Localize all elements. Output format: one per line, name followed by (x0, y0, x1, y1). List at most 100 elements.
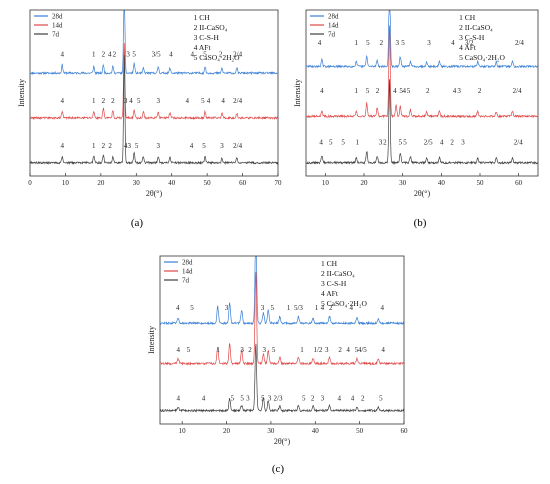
x-tick-label: 30 (133, 179, 141, 187)
legend-label-14d: 14d (328, 22, 339, 30)
phase-legend-item: 4 AFt (321, 289, 339, 298)
x-tick-label: 40 (312, 427, 320, 435)
phase-legend-item: 2 II-CaSO₄ (194, 23, 228, 32)
x-tick-label: 30 (399, 179, 407, 187)
peak-label: 2 (248, 346, 252, 354)
phase-legend-item: 1 CH (194, 13, 211, 22)
peak-label: 2 (380, 39, 384, 47)
plot-frame (29, 9, 279, 177)
phase-legend-item: 4 AFt (194, 43, 212, 52)
peak-label: 5 (240, 394, 244, 402)
peak-label: 2 (102, 97, 106, 105)
peak-label: 2 (338, 346, 342, 354)
phase-legend-item: 4 AFt (459, 43, 477, 52)
peak-label: 4 (191, 50, 195, 58)
x-tick-label: 40 (438, 179, 446, 187)
peak-label: 5 (407, 87, 411, 95)
x-tick-label: 30 (267, 427, 275, 435)
peak-label: 2 (311, 394, 315, 402)
peak-label: 4 (169, 50, 173, 58)
peak-label: 5 (399, 87, 403, 95)
peak-label: 5 (366, 39, 370, 47)
peak-label: 5 (302, 394, 306, 402)
legend-label-28d: 28d (52, 13, 63, 21)
peak-label: 5 (272, 346, 276, 354)
peak-label: 4 (393, 87, 397, 95)
peak-label: 4 (176, 346, 180, 354)
peak-label: 4 (176, 394, 180, 402)
legend-label-14d: 14d (182, 268, 193, 276)
peak-label: 5 (261, 394, 265, 402)
x-tick-label: 20 (223, 427, 231, 435)
peak-label: 5 (355, 346, 359, 354)
peak-label: 2 (329, 304, 333, 312)
peak-label: 2/5 (424, 138, 433, 146)
x-tick-label: 10 (62, 179, 70, 187)
x-axis-label: 2θ(°) (274, 437, 291, 446)
peak-label: 4 (346, 346, 350, 354)
peak-label: 4 (402, 87, 406, 95)
peak-label: 3 (321, 394, 325, 402)
series-line-14d (159, 271, 405, 366)
subfigure-label: (a) (131, 217, 144, 229)
peak-label: 4 (319, 138, 323, 146)
peak-label: 5 (403, 138, 407, 146)
peak-label: 3 (461, 138, 465, 146)
peak-label: 2 (450, 138, 454, 146)
series-line-7d (159, 343, 405, 413)
plot-frame (159, 255, 405, 425)
peak-label: 2/4 (233, 50, 242, 58)
y-axis-label: Intensity (147, 326, 156, 354)
peak-label: 4 (186, 97, 190, 105)
peak-label: 4 (320, 87, 324, 95)
peak-label: 2 (361, 394, 365, 402)
peak-label: 4 (318, 39, 322, 47)
x-tick-label: 50 (204, 179, 212, 187)
series-line-7d (29, 55, 279, 166)
plot-frame (305, 9, 539, 177)
peak-label: 3 (379, 138, 383, 146)
peak-label: 1 (300, 346, 304, 354)
peak-label: 4 (176, 304, 180, 312)
x-tick-label: 60 (401, 427, 409, 435)
peak-label: 4 (351, 394, 355, 402)
x-tick-label: 60 (239, 179, 247, 187)
peak-label: 3 (427, 39, 431, 47)
subfigure-label: (b) (414, 217, 427, 229)
peak-label: 2 (111, 97, 115, 105)
peak-label: 5 (135, 142, 139, 150)
peak-label: 2 (426, 87, 430, 95)
peak-label: 4 (381, 346, 385, 354)
peak-label: 2/4 (233, 97, 242, 105)
x-tick-label: 0 (28, 179, 32, 187)
peak-label: 4 (349, 304, 353, 312)
legend-label-7d: 7d (328, 31, 336, 39)
peak-label: 5 (201, 97, 205, 105)
x-tick-label: 10 (322, 179, 330, 187)
legend-label-7d: 7d (182, 277, 190, 285)
peak-label: 4 (108, 50, 112, 58)
peak-label: 4 (381, 304, 385, 312)
peak-label: 3 (124, 97, 128, 105)
peak-label: 5 (341, 138, 345, 146)
x-tick-label: 50 (477, 179, 485, 187)
series-line-14d (305, 25, 539, 119)
peak-label: 5 (366, 87, 370, 95)
peak-label: 3 (246, 394, 250, 402)
peak-label: 1 (315, 304, 319, 312)
peak-label: 5 (399, 138, 403, 146)
x-tick-label: 10 (179, 427, 187, 435)
legend-label-7d: 7d (52, 31, 60, 39)
peak-label: 2 (102, 142, 106, 150)
peak-label: 3 (268, 394, 272, 402)
series-line-7d (305, 79, 539, 165)
peak-label: 3 (457, 87, 461, 95)
peak-label: 4 (190, 142, 194, 150)
peak-label: 3/5 (152, 50, 161, 58)
peak-label: 4 (337, 394, 341, 402)
peak-label: 3 (126, 50, 130, 58)
peak-label: 2/4 (513, 87, 522, 95)
